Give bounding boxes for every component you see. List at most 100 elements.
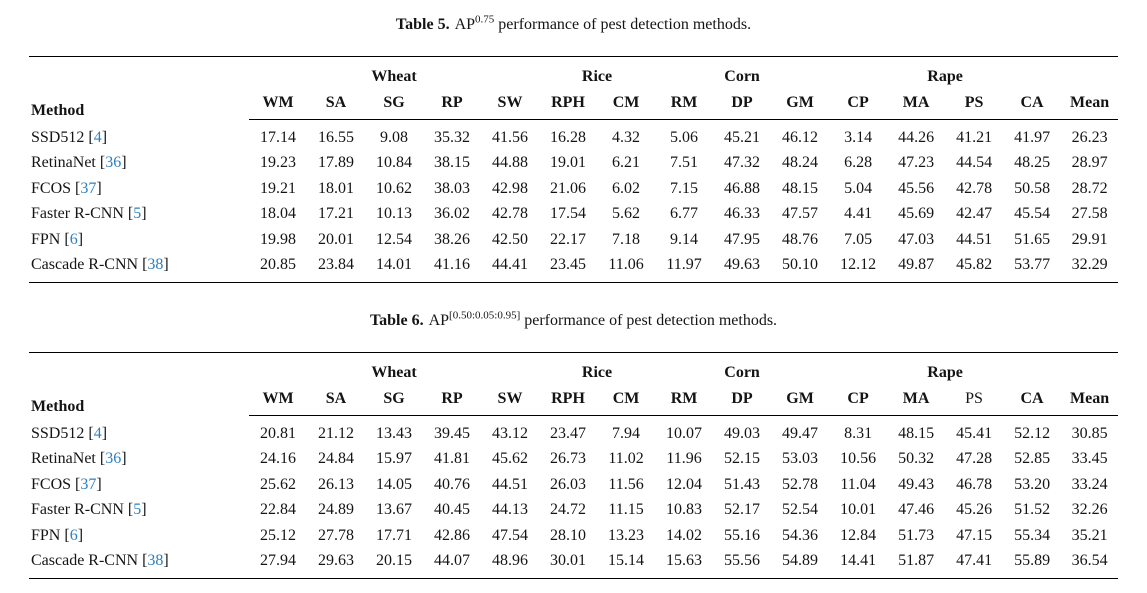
value-cell: 47.57 xyxy=(782,205,819,223)
value-cell: 46.33 xyxy=(724,205,761,223)
value-cell: 41.81 xyxy=(434,450,470,468)
citation-link[interactable]: 38 xyxy=(147,256,164,274)
citation-bracket: ] xyxy=(77,230,84,248)
column-header-gm: GM xyxy=(771,86,830,120)
table-5: Method Wheat Rice Corn Rape WM SA SG RP SW RPH CM RM… xyxy=(29,56,1119,283)
value-cell: 14.41 xyxy=(840,552,877,570)
citation-bracket: [ xyxy=(71,179,81,197)
value-cell: 53.20 xyxy=(1014,475,1051,493)
citation-link[interactable]: 5 xyxy=(133,205,142,223)
citation-bracket: ] xyxy=(141,501,147,519)
value-cell: 49.43 xyxy=(898,475,935,493)
value-cell: 11.15 xyxy=(608,501,644,519)
citation-bracket: [ xyxy=(84,424,94,442)
value-cell: 24.16 xyxy=(260,450,296,468)
value-cell: 42.50 xyxy=(492,230,528,248)
value-cell: 27.58 xyxy=(1071,205,1108,223)
column-header-dp: DP xyxy=(713,382,772,416)
method-name: RetinaNet xyxy=(31,450,96,468)
citation-link[interactable]: 6 xyxy=(69,230,78,248)
citation-bracket: ] xyxy=(77,526,84,544)
table-row: Cascade R-CNN [38] 20.85 23.84 14.01 41.16 44… xyxy=(29,253,1118,283)
column-header-ma: MA xyxy=(887,86,946,120)
value-cell: 21.06 xyxy=(550,179,587,197)
value-cell: 29.63 xyxy=(318,552,354,570)
method-name: SSD512 xyxy=(31,128,85,146)
value-cell: 52.54 xyxy=(782,501,819,519)
value-cell: 5.62 xyxy=(612,205,641,223)
citation-bracket: [ xyxy=(95,154,106,172)
value-cell: 41.56 xyxy=(492,128,528,146)
value-cell: 55.16 xyxy=(724,526,761,544)
value-cell: 48.76 xyxy=(782,230,819,248)
value-cell: 54.36 xyxy=(782,526,819,544)
citation-bracket: ] xyxy=(96,179,102,197)
value-cell: 50.58 xyxy=(1014,179,1051,197)
citation-bracket: ] xyxy=(141,205,147,223)
value-cell: 35.32 xyxy=(434,128,470,146)
value-cell: 48.25 xyxy=(1014,154,1051,172)
method-header: Method xyxy=(31,101,85,119)
citation-bracket: [ xyxy=(123,501,134,519)
value-cell: 10.84 xyxy=(376,154,412,172)
citation-link[interactable]: 36 xyxy=(105,154,122,172)
value-cell: 12.54 xyxy=(376,230,412,248)
value-cell: 22.84 xyxy=(260,501,296,519)
column-header-dp: DP xyxy=(713,86,772,120)
value-cell: 21.12 xyxy=(318,424,354,442)
value-cell: 52.17 xyxy=(724,501,761,519)
value-cell: 12.04 xyxy=(666,475,703,493)
value-cell: 7.94 xyxy=(612,424,641,442)
value-cell: 43.12 xyxy=(492,424,528,442)
citation-link[interactable]: 37 xyxy=(80,475,97,493)
value-cell: 4.32 xyxy=(612,128,641,146)
value-cell: 10.62 xyxy=(376,179,412,197)
value-cell: 6.28 xyxy=(844,154,873,172)
citation-link[interactable]: 6 xyxy=(69,526,78,544)
value-cell: 47.28 xyxy=(956,450,993,468)
group-header-corn: Corn xyxy=(724,364,760,381)
column-header-sg: SG xyxy=(365,382,423,416)
column-header-cm: CM xyxy=(597,86,656,120)
citation-bracket: ] xyxy=(121,450,127,468)
value-cell: 44.54 xyxy=(956,154,993,172)
value-cell: 7.15 xyxy=(670,179,699,197)
citation-bracket: ] xyxy=(163,256,169,274)
value-cell: 32.29 xyxy=(1071,256,1108,274)
value-cell: 42.78 xyxy=(492,205,528,223)
value-cell: 3.14 xyxy=(844,128,873,146)
value-cell: 9.14 xyxy=(670,230,699,248)
citation-link[interactable]: 38 xyxy=(147,552,164,570)
caption-metric: AP xyxy=(454,16,476,33)
value-cell: 11.96 xyxy=(666,450,702,468)
value-cell: 18.01 xyxy=(318,179,354,197)
value-cell: 47.41 xyxy=(956,552,993,570)
method-name: Faster R-CNN xyxy=(31,501,124,519)
value-cell: 53.77 xyxy=(1014,256,1051,274)
value-cell: 5.06 xyxy=(670,128,699,146)
value-cell: 10.01 xyxy=(840,501,877,519)
method-name: Cascade R-CNN xyxy=(31,256,139,274)
citation-link[interactable]: 36 xyxy=(105,450,122,468)
value-cell: 39.45 xyxy=(434,424,470,442)
table-6: Method Wheat Rice Corn Rape WM SA SG RP SW RPH CM RM… xyxy=(29,352,1119,579)
value-cell: 13.23 xyxy=(608,526,645,544)
method-cell: Faster R-CNN [5] xyxy=(29,202,249,228)
citation-link[interactable]: 37 xyxy=(80,179,97,197)
citation-link[interactable]: 4 xyxy=(93,424,102,442)
value-cell: 47.32 xyxy=(724,154,761,172)
value-cell: 8.31 xyxy=(844,424,873,442)
value-cell: 10.83 xyxy=(666,501,703,519)
table-row: FPN [6] 25.12 27.78 17.71 42.86 47.54 28.10 13.… xyxy=(29,523,1118,549)
citation-bracket: ] xyxy=(96,475,102,493)
citation-link[interactable]: 4 xyxy=(93,128,102,146)
value-cell: 45.69 xyxy=(898,205,935,223)
column-header-rm: RM xyxy=(655,382,714,416)
value-cell: 24.72 xyxy=(550,501,587,519)
table-row: RetinaNet [36] 24.16 24.84 15.97 41.81 45.62 2… xyxy=(29,447,1118,473)
citation-bracket: ] xyxy=(121,154,127,172)
citation-link[interactable]: 5 xyxy=(133,501,142,519)
value-cell: 14.01 xyxy=(376,256,412,274)
value-cell: 11.06 xyxy=(608,256,644,274)
group-header-rape: Rape xyxy=(927,364,963,381)
